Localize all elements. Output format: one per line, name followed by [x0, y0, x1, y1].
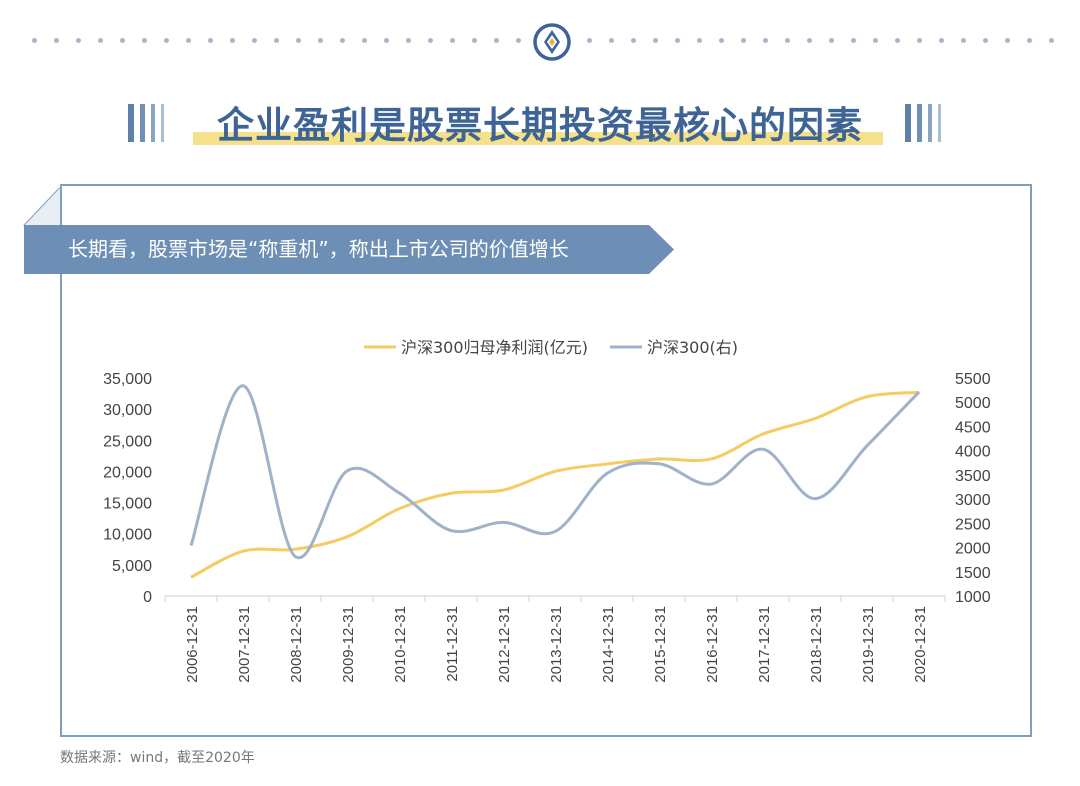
title-highlight [193, 132, 883, 145]
x-tick-label: 2017-12-31 [756, 606, 773, 683]
y-right-tick-label: 1000 [955, 589, 991, 606]
dotted-divider-left [30, 38, 525, 46]
x-tick-label: 2019-12-31 [860, 606, 877, 683]
x-tick-label: 2013-12-31 [548, 606, 565, 683]
legend-label-index: 沪深300(右) [647, 338, 738, 357]
y-left-tick-label: 0 [143, 589, 152, 606]
x-tick-label: 2020-12-31 [912, 606, 929, 683]
x-tick-label: 2008-12-31 [288, 606, 305, 683]
y-left-tick-label: 15,000 [103, 496, 152, 513]
x-tick-label: 2016-12-31 [704, 606, 721, 683]
y-right-tick-label: 4000 [955, 444, 991, 461]
y-right-tick-label: 4500 [955, 419, 991, 436]
chart-legend: 沪深300归母净利润(亿元) 沪深300(右) [364, 338, 738, 357]
subtitle-banner-text: 长期看，股票市场是“称重机”，称出上市公司的价值增长 [68, 237, 569, 261]
chart-frame [60, 184, 1032, 737]
title-area: 企业盈利是股票长期投资最核心的因素 [0, 98, 1080, 158]
data-source-note: 数据来源：wind，截至2020年 [60, 750, 255, 766]
y-right-tick-label: 5000 [955, 395, 991, 412]
x-tick-label: 2006-12-31 [184, 606, 201, 683]
x-tick-label: 2015-12-31 [652, 606, 669, 683]
dotted-divider-right [585, 38, 1055, 46]
y-right-tick-label: 3000 [955, 492, 991, 509]
x-tick-label: 2009-12-31 [340, 606, 357, 683]
y-left-tick-label: 25,000 [103, 433, 152, 450]
logo-icon [533, 23, 571, 61]
profit-series-line [190, 390, 920, 579]
y-left-tick-label: 30,000 [103, 402, 152, 419]
y-right-tick-label: 3500 [955, 468, 991, 485]
index-series-line [189, 384, 921, 560]
page-title: 企业盈利是股票长期投资最核心的因素 [217, 104, 863, 147]
y-right-tick-label: 2500 [955, 516, 991, 533]
legend-label-profit: 沪深300归母净利润(亿元) [401, 338, 588, 357]
x-tick-label: 2018-12-31 [808, 606, 825, 683]
x-tick-label: 2010-12-31 [392, 606, 409, 683]
y-left-tick-label: 10,000 [103, 527, 152, 544]
y-right-tick-label: 5500 [955, 371, 991, 388]
x-tick-label: 2007-12-31 [236, 606, 253, 683]
y-left-tick-label: 5,000 [112, 558, 152, 575]
y-left-tick-label: 35,000 [103, 371, 152, 388]
subtitle-banner [24, 225, 674, 274]
x-tick-label: 2014-12-31 [600, 606, 617, 683]
x-tick-label: 2011-12-31 [444, 606, 461, 682]
y-left-tick-label: 20,000 [103, 464, 152, 481]
y-right-tick-label: 1500 [955, 565, 991, 582]
y-right-tick-label: 2000 [955, 541, 991, 558]
x-tick-label: 2012-12-31 [496, 606, 513, 683]
corner-fold-icon [23, 187, 61, 227]
